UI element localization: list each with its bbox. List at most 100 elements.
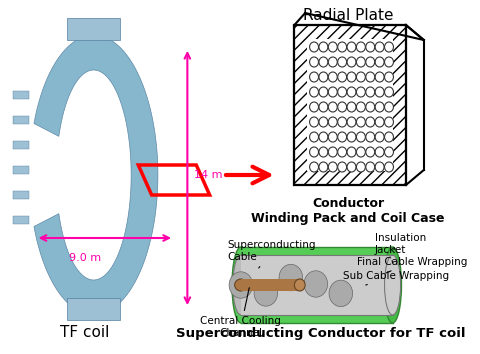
Bar	[294, 25, 406, 185]
Circle shape	[366, 102, 375, 112]
Circle shape	[357, 42, 365, 52]
Bar	[13, 216, 29, 224]
Text: Conductor
Winding Pack and Coil Case: Conductor Winding Pack and Coil Case	[251, 197, 444, 225]
Circle shape	[319, 42, 328, 52]
Circle shape	[347, 132, 356, 142]
Circle shape	[328, 102, 337, 112]
Circle shape	[347, 72, 356, 82]
Circle shape	[254, 280, 277, 306]
Circle shape	[375, 132, 384, 142]
Text: Superconducting
Cable: Superconducting Cable	[228, 240, 316, 268]
Circle shape	[357, 57, 365, 67]
Circle shape	[328, 57, 337, 67]
Bar	[67, 18, 120, 40]
Bar	[241, 255, 393, 315]
Circle shape	[375, 117, 384, 127]
Circle shape	[366, 132, 375, 142]
Circle shape	[357, 87, 365, 97]
Circle shape	[357, 117, 365, 127]
Circle shape	[328, 72, 337, 82]
Circle shape	[366, 42, 375, 52]
Circle shape	[319, 162, 328, 172]
Text: Insulation: Insulation	[375, 233, 426, 250]
Circle shape	[338, 117, 347, 127]
Circle shape	[319, 102, 328, 112]
Circle shape	[347, 102, 356, 112]
Circle shape	[310, 117, 319, 127]
Bar	[13, 141, 29, 149]
Circle shape	[338, 102, 347, 112]
Bar	[241, 279, 300, 291]
Circle shape	[384, 132, 394, 142]
Circle shape	[319, 72, 328, 82]
Circle shape	[328, 117, 337, 127]
Circle shape	[319, 117, 328, 127]
Circle shape	[357, 132, 365, 142]
Circle shape	[319, 87, 328, 97]
Bar	[67, 298, 120, 320]
FancyArrowPatch shape	[226, 167, 269, 183]
Circle shape	[366, 162, 375, 172]
Bar	[307, 39, 394, 171]
Circle shape	[338, 57, 347, 67]
Circle shape	[366, 117, 375, 127]
PathPatch shape	[34, 35, 158, 315]
Ellipse shape	[233, 255, 249, 315]
Text: 9.0 m: 9.0 m	[69, 253, 101, 263]
Circle shape	[328, 87, 337, 97]
Circle shape	[229, 272, 252, 298]
Circle shape	[375, 87, 384, 97]
Circle shape	[328, 132, 337, 142]
Circle shape	[384, 42, 394, 52]
Text: TF coil: TF coil	[60, 325, 109, 340]
Circle shape	[347, 162, 356, 172]
Circle shape	[328, 162, 337, 172]
Circle shape	[366, 57, 375, 67]
Text: Central Cooling
Channel: Central Cooling Channel	[201, 288, 281, 338]
Circle shape	[357, 147, 365, 157]
Circle shape	[310, 102, 319, 112]
Circle shape	[384, 147, 394, 157]
Circle shape	[310, 87, 319, 97]
Circle shape	[375, 72, 384, 82]
Circle shape	[319, 132, 328, 142]
Bar	[294, 25, 406, 185]
Circle shape	[384, 87, 394, 97]
Circle shape	[338, 72, 347, 82]
Circle shape	[304, 271, 328, 297]
Circle shape	[384, 57, 394, 67]
Circle shape	[347, 147, 356, 157]
Ellipse shape	[232, 247, 250, 323]
Ellipse shape	[384, 247, 401, 323]
Circle shape	[329, 280, 353, 307]
Text: Radial Plate: Radial Plate	[303, 8, 393, 23]
Circle shape	[310, 42, 319, 52]
Bar	[294, 25, 406, 185]
Circle shape	[279, 264, 302, 291]
Bar	[13, 166, 29, 174]
Circle shape	[328, 42, 337, 52]
Bar	[241, 247, 393, 323]
Bar	[13, 91, 29, 99]
Circle shape	[357, 162, 365, 172]
Circle shape	[375, 147, 384, 157]
Circle shape	[347, 117, 356, 127]
Text: Superconducting Conductor for TF coil: Superconducting Conductor for TF coil	[177, 327, 466, 340]
Circle shape	[347, 87, 356, 97]
Bar	[13, 191, 29, 199]
Circle shape	[310, 132, 319, 142]
Circle shape	[347, 42, 356, 52]
Circle shape	[375, 57, 384, 67]
Text: Sub Cable Wrapping: Sub Cable Wrapping	[344, 271, 450, 285]
Ellipse shape	[384, 255, 401, 315]
Circle shape	[310, 72, 319, 82]
Circle shape	[338, 162, 347, 172]
Circle shape	[366, 147, 375, 157]
Ellipse shape	[294, 279, 305, 291]
Bar	[13, 116, 29, 124]
Circle shape	[338, 147, 347, 157]
Circle shape	[357, 72, 365, 82]
Circle shape	[310, 162, 319, 172]
Circle shape	[375, 162, 384, 172]
Circle shape	[357, 102, 365, 112]
